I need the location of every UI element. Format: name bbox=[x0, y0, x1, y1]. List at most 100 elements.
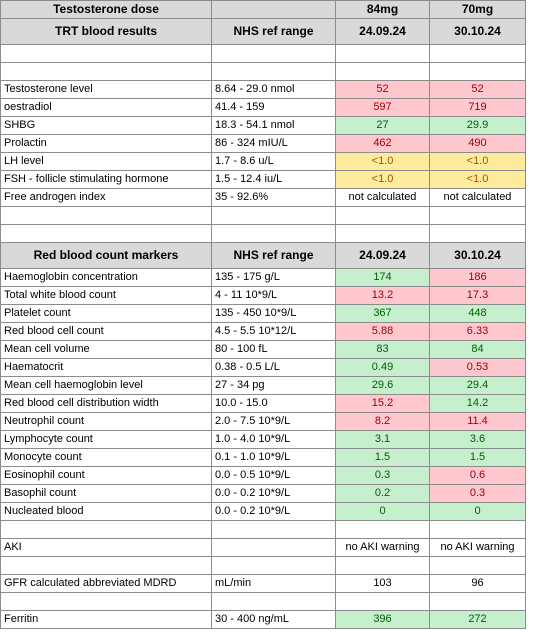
test-name-cell[interactable]: Red blood cell distribution width bbox=[0, 394, 212, 413]
result-cell-1[interactable] bbox=[335, 44, 430, 63]
result-cell-2[interactable]: 186 bbox=[429, 268, 526, 287]
result-cell-2[interactable]: 70mg bbox=[429, 0, 526, 19]
ref-range-cell[interactable]: NHS ref range bbox=[211, 18, 336, 45]
result-cell-2[interactable]: 17.3 bbox=[429, 286, 526, 305]
ref-range-cell[interactable]: 0.1 - 1.0 10*9/L bbox=[211, 448, 336, 467]
result-cell-2[interactable]: 52 bbox=[429, 80, 526, 99]
result-cell-2[interactable]: 29.9 bbox=[429, 116, 526, 135]
result-cell-1[interactable]: <1.0 bbox=[335, 170, 430, 189]
ref-range-cell[interactable] bbox=[211, 556, 336, 575]
test-name-cell[interactable]: Haematocrit bbox=[0, 358, 212, 377]
test-name-cell[interactable] bbox=[0, 224, 212, 243]
result-cell-2[interactable] bbox=[429, 520, 526, 539]
test-name-cell[interactable] bbox=[0, 556, 212, 575]
result-cell-1[interactable] bbox=[335, 62, 430, 81]
result-cell-1[interactable]: no AKI warning bbox=[335, 538, 430, 557]
test-name-cell[interactable]: Lymphocyte count bbox=[0, 430, 212, 449]
result-cell-1[interactable] bbox=[335, 206, 430, 225]
test-name-cell[interactable]: oestradiol bbox=[0, 98, 212, 117]
ref-range-cell[interactable]: 4.5 - 5.5 10*12/L bbox=[211, 322, 336, 341]
result-cell-2[interactable]: 30.10.24 bbox=[429, 242, 526, 269]
test-name-cell[interactable]: AKI bbox=[0, 538, 212, 557]
ref-range-cell[interactable]: 80 - 100 fL bbox=[211, 340, 336, 359]
test-name-cell[interactable]: FSH - follicle stimulating hormone bbox=[0, 170, 212, 189]
result-cell-1[interactable]: 367 bbox=[335, 304, 430, 323]
ref-range-cell[interactable] bbox=[211, 224, 336, 243]
test-name-cell[interactable]: Testosterone dose bbox=[0, 0, 212, 19]
result-cell-2[interactable]: no AKI warning bbox=[429, 538, 526, 557]
ref-range-cell[interactable]: 135 - 450 10*9/L bbox=[211, 304, 336, 323]
result-cell-2[interactable] bbox=[429, 224, 526, 243]
ref-range-cell[interactable]: 4 - 11 10*9/L bbox=[211, 286, 336, 305]
test-name-cell[interactable] bbox=[0, 44, 212, 63]
result-cell-1[interactable]: not calculated bbox=[335, 188, 430, 207]
result-cell-1[interactable] bbox=[335, 520, 430, 539]
result-cell-1[interactable]: 0.49 bbox=[335, 358, 430, 377]
ref-range-cell[interactable]: mL/min bbox=[211, 574, 336, 593]
result-cell-1[interactable] bbox=[335, 592, 430, 611]
result-cell-2[interactable] bbox=[429, 592, 526, 611]
result-cell-2[interactable]: 0.53 bbox=[429, 358, 526, 377]
ref-range-cell[interactable]: 1.7 - 8.6 u/L bbox=[211, 152, 336, 171]
result-cell-2[interactable] bbox=[429, 556, 526, 575]
test-name-cell[interactable]: Platelet count bbox=[0, 304, 212, 323]
test-name-cell[interactable]: Haemoglobin concentration bbox=[0, 268, 212, 287]
test-name-cell[interactable]: Nucleated blood bbox=[0, 502, 212, 521]
test-name-cell[interactable]: Eosinophil count bbox=[0, 466, 212, 485]
result-cell-1[interactable]: 15.2 bbox=[335, 394, 430, 413]
result-cell-2[interactable]: 490 bbox=[429, 134, 526, 153]
result-cell-1[interactable]: 24.09.24 bbox=[335, 18, 430, 45]
ref-range-cell[interactable] bbox=[211, 62, 336, 81]
result-cell-2[interactable] bbox=[429, 62, 526, 81]
result-cell-1[interactable]: 84mg bbox=[335, 0, 430, 19]
test-name-cell[interactable]: Neutrophil count bbox=[0, 412, 212, 431]
result-cell-1[interactable]: 597 bbox=[335, 98, 430, 117]
ref-range-cell[interactable]: 35 - 92.6% bbox=[211, 188, 336, 207]
result-cell-1[interactable]: 5.88 bbox=[335, 322, 430, 341]
test-name-cell[interactable] bbox=[0, 592, 212, 611]
result-cell-1[interactable]: 0.2 bbox=[335, 484, 430, 503]
result-cell-2[interactable]: 719 bbox=[429, 98, 526, 117]
ref-range-cell[interactable] bbox=[211, 520, 336, 539]
ref-range-cell[interactable]: 0.0 - 0.2 10*9/L bbox=[211, 502, 336, 521]
result-cell-2[interactable]: 30.10.24 bbox=[429, 18, 526, 45]
test-name-cell[interactable]: Red blood cell count bbox=[0, 322, 212, 341]
result-cell-2[interactable]: <1.0 bbox=[429, 170, 526, 189]
ref-range-cell[interactable]: 135 - 175 g/L bbox=[211, 268, 336, 287]
result-cell-1[interactable] bbox=[335, 556, 430, 575]
ref-range-cell[interactable] bbox=[211, 0, 336, 19]
result-cell-2[interactable] bbox=[429, 206, 526, 225]
result-cell-1[interactable]: 8.2 bbox=[335, 412, 430, 431]
ref-range-cell[interactable] bbox=[211, 538, 336, 557]
result-cell-2[interactable]: 6.33 bbox=[429, 322, 526, 341]
test-name-cell[interactable] bbox=[0, 62, 212, 81]
test-name-cell[interactable]: GFR calculated abbreviated MDRD bbox=[0, 574, 212, 593]
ref-range-cell[interactable]: 18.3 - 54.1 nmol bbox=[211, 116, 336, 135]
test-name-cell[interactable]: SHBG bbox=[0, 116, 212, 135]
ref-range-cell[interactable] bbox=[211, 592, 336, 611]
test-name-cell[interactable]: Testosterone level bbox=[0, 80, 212, 99]
test-name-cell[interactable]: Prolactin bbox=[0, 134, 212, 153]
ref-range-cell[interactable] bbox=[211, 206, 336, 225]
ref-range-cell[interactable]: NHS ref range bbox=[211, 242, 336, 269]
test-name-cell[interactable]: Free androgen index bbox=[0, 188, 212, 207]
ref-range-cell[interactable]: 86 - 324 mIU/L bbox=[211, 134, 336, 153]
result-cell-2[interactable]: 1.5 bbox=[429, 448, 526, 467]
test-name-cell[interactable] bbox=[0, 206, 212, 225]
result-cell-2[interactable]: <1.0 bbox=[429, 152, 526, 171]
ref-range-cell[interactable]: 41.4 - 159 bbox=[211, 98, 336, 117]
result-cell-2[interactable]: 3.6 bbox=[429, 430, 526, 449]
result-cell-1[interactable]: 462 bbox=[335, 134, 430, 153]
test-name-cell[interactable]: Mean cell haemoglobin level bbox=[0, 376, 212, 395]
result-cell-2[interactable]: 272 bbox=[429, 610, 526, 629]
ref-range-cell[interactable]: 27 - 34 pg bbox=[211, 376, 336, 395]
result-cell-1[interactable]: 1.5 bbox=[335, 448, 430, 467]
result-cell-2[interactable]: 96 bbox=[429, 574, 526, 593]
result-cell-2[interactable] bbox=[429, 44, 526, 63]
result-cell-1[interactable]: 13.2 bbox=[335, 286, 430, 305]
result-cell-2[interactable]: 11.4 bbox=[429, 412, 526, 431]
result-cell-1[interactable]: <1.0 bbox=[335, 152, 430, 171]
ref-range-cell[interactable]: 1.0 - 4.0 10*9/L bbox=[211, 430, 336, 449]
result-cell-1[interactable]: 396 bbox=[335, 610, 430, 629]
ref-range-cell[interactable] bbox=[211, 44, 336, 63]
